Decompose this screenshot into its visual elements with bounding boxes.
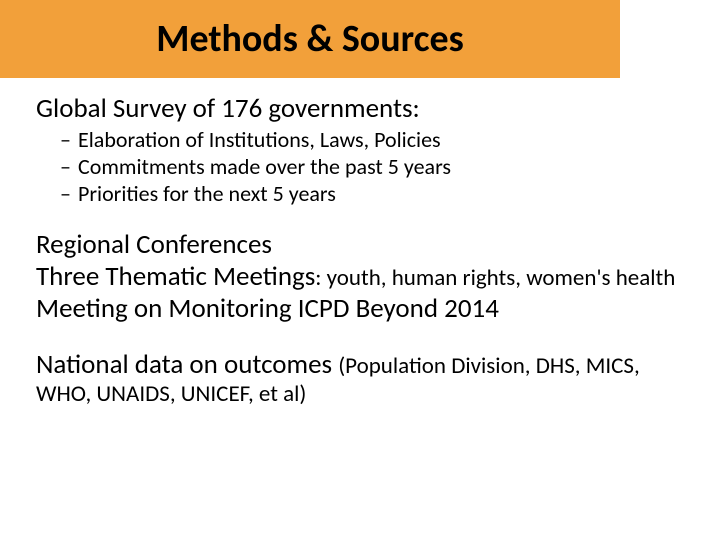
slide: Methods & Sources Global Survey of 176 g… — [0, 0, 720, 540]
dash-icon: – — [60, 154, 78, 181]
icpd-line: Meeting on Monitoring ICPD Beyond 2014 — [36, 293, 684, 325]
section-national-data: National data on outcomes (Population Di… — [36, 349, 684, 408]
survey-heading: Global Survey of 176 governments: — [36, 92, 684, 125]
dash-icon: – — [60, 127, 78, 154]
bullet-item: –Priorities for the next 5 years — [82, 181, 684, 208]
title-bar: Methods & Sources — [0, 0, 620, 78]
thematic-meetings-line: Three Thematic Meetings: youth, human ri… — [36, 261, 684, 293]
bullet-text: Elaboration of Institutions, Laws, Polic… — [78, 126, 441, 153]
national-data-line: National data on outcomes (Population Di… — [36, 349, 684, 408]
bullet-text: Priorities for the next 5 years — [78, 180, 336, 207]
slide-body: Global Survey of 176 governments: –Elabo… — [36, 92, 684, 408]
bullet-text: Commitments made over the past 5 years — [78, 153, 451, 180]
national-data-big: National data on outcomes — [36, 348, 338, 381]
survey-bullets: –Elaboration of Institutions, Laws, Poli… — [36, 127, 684, 207]
bullet-item: –Elaboration of Institutions, Laws, Poli… — [82, 127, 684, 154]
section-meetings: Regional Conferences Three Thematic Meet… — [36, 229, 684, 325]
thematic-meetings-small: : youth, human rights, women's health — [315, 264, 675, 292]
thematic-meetings-big: Three Thematic Meetings — [36, 260, 315, 293]
regional-conferences-line: Regional Conferences — [36, 229, 684, 261]
dash-icon: – — [60, 181, 78, 208]
slide-title: Methods & Sources — [156, 16, 464, 62]
bullet-item: –Commitments made over the past 5 years — [82, 154, 684, 181]
